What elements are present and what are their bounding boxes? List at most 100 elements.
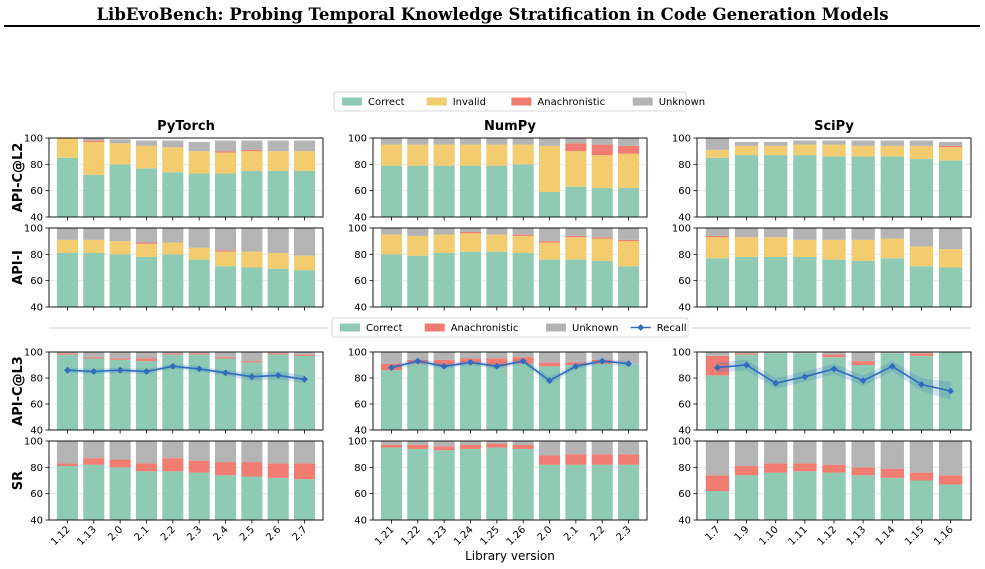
bar-invalid: [433, 144, 455, 166]
panel: 40 60 80 100 1.12 1.13 2.0 2.1 2.2 2.3 2.4 2.5 2.6 2.…: [24, 437, 324, 548]
panel-frame: [48, 440, 324, 521]
x-tick-label: 1.21: [373, 524, 397, 548]
legend-swatch: [342, 97, 362, 106]
bar-unknown: [538, 228, 561, 242]
y-tick-label: 80: [30, 374, 43, 385]
bar-anachronistic: [241, 149, 263, 152]
bar-invalid: [880, 238, 904, 259]
bar-correct: [764, 256, 788, 307]
bar-unknown: [214, 228, 237, 251]
bar-correct: [162, 471, 184, 520]
bar-correct: [591, 188, 613, 217]
bar-correct: [162, 354, 184, 430]
bar-correct: [214, 475, 237, 520]
column-title: NumPy: [484, 119, 536, 134]
y-tick-label: 100: [348, 224, 367, 235]
y-tick-label: 80: [678, 160, 691, 171]
x-tick-label: 2.1: [562, 524, 581, 543]
y-tick-label: 100: [24, 134, 43, 145]
bar-unknown: [565, 352, 587, 363]
bar-anachronistic: [241, 462, 263, 477]
bar-unknown: [764, 352, 788, 354]
bar-invalid: [618, 153, 640, 189]
bar-unknown: [538, 441, 561, 456]
bar-correct: [734, 354, 759, 430]
bar-correct: [241, 170, 263, 217]
y-tick-label: 100: [348, 134, 367, 145]
bar-unknown: [851, 441, 875, 468]
bar-invalid: [135, 243, 158, 257]
bar-correct: [241, 476, 263, 520]
bar-anachronistic: [938, 145, 963, 148]
recall-marker: [248, 373, 256, 381]
bar-correct: [880, 258, 904, 307]
x-tick-label: 2.2: [159, 524, 178, 543]
bar-unknown: [909, 228, 934, 247]
bar-anachronistic: [162, 458, 184, 472]
recall-marker: [116, 366, 124, 374]
bar-correct: [407, 448, 429, 520]
x-tick-label: 1.25: [478, 524, 502, 548]
bar-unknown: [909, 441, 934, 473]
bar-invalid: [793, 239, 817, 257]
bar-anachronistic: [851, 361, 875, 365]
recall-marker: [274, 372, 282, 379]
recall-marker: [801, 373, 809, 381]
bar-unknown: [433, 228, 455, 235]
bar-unknown: [135, 441, 158, 464]
x-tick-label: 1.16: [932, 524, 956, 548]
bar-unknown: [162, 228, 184, 243]
legend-recall-marker: [637, 324, 645, 331]
x-tick-label: 1.9: [733, 524, 752, 543]
bar-anachronistic: [705, 475, 730, 492]
y-tick-label: 80: [678, 463, 691, 474]
bar-correct: [459, 165, 482, 217]
bar-invalid: [705, 237, 730, 259]
y-tick-label: 40: [678, 426, 691, 437]
bar-correct: [56, 157, 78, 217]
x-tick-label: 1.15: [903, 524, 927, 548]
bar-invalid: [591, 155, 613, 189]
bar-correct: [565, 186, 587, 217]
bar-unknown: [880, 140, 904, 146]
bar-invalid: [486, 234, 508, 252]
recall-band: [67, 363, 305, 384]
bar-unknown: [565, 138, 587, 144]
bar-correct: [135, 361, 158, 430]
row-label: API-I: [11, 250, 26, 285]
bar-anachronistic: [909, 472, 934, 481]
y-tick-label: 60: [354, 276, 367, 287]
bar-unknown: [705, 138, 730, 150]
legend-label: Unknown: [572, 323, 618, 334]
bar-unknown: [793, 228, 817, 240]
bar-unknown: [538, 352, 561, 363]
bar-correct: [705, 491, 730, 520]
recall-marker: [772, 379, 780, 387]
bar-anachronistic: [822, 464, 846, 473]
bar-correct: [822, 357, 846, 430]
bar-correct: [591, 464, 613, 520]
x-tick-label: 2.0: [536, 524, 555, 543]
bar-invalid: [109, 143, 131, 165]
bar-unknown: [565, 441, 587, 455]
bar-correct: [162, 172, 184, 217]
bar-correct: [188, 354, 210, 430]
x-tick-label: 1.23: [426, 524, 450, 548]
y-tick-label: 80: [678, 250, 691, 261]
bar-correct: [938, 267, 963, 307]
bar-unknown: [512, 138, 534, 145]
bar-unknown: [241, 352, 263, 362]
x-tick-label: 1.12: [816, 524, 840, 548]
bar-anachronistic: [407, 444, 429, 449]
panel: 40 60 80 100: [672, 348, 972, 437]
bar-anachronistic: [793, 463, 817, 472]
recall-marker: [301, 375, 308, 383]
recall-marker: [64, 366, 71, 374]
row-label: SR: [11, 471, 26, 490]
bar-correct: [851, 365, 875, 430]
bar-correct: [512, 164, 534, 217]
bar-correct: [565, 259, 587, 307]
bar-invalid: [109, 241, 131, 255]
y-tick-label: 40: [354, 213, 367, 224]
